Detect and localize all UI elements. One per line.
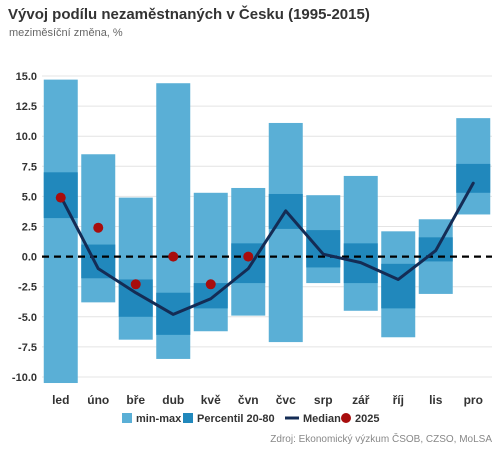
y-tick-label: 0.0 — [22, 252, 37, 264]
legend-percentile-label: Percentil 20-80 — [197, 413, 275, 425]
median-line-layer — [59, 181, 475, 316]
x-tick-label: čvc — [276, 393, 296, 407]
x-tick-label: zář — [352, 393, 370, 407]
marker-2025-úno — [93, 222, 104, 233]
marker-2025-kvě — [205, 279, 216, 290]
source-note: Zdroj: Ekonomický výzkum ČSOB, CZSO, MoL… — [270, 434, 492, 445]
x-tick-label: led — [52, 393, 69, 407]
x-tick-label: čvn — [238, 393, 259, 407]
y-tick-label: 5.0 — [22, 191, 37, 203]
minmax-bar-bře — [118, 197, 153, 340]
x-tick-label: pro — [464, 393, 483, 407]
percentile-bar-pro — [456, 163, 491, 193]
x-tick-label: dub — [162, 393, 184, 407]
minmax-bar-čvc — [268, 122, 303, 343]
y-axis: 15.0 12.5 10.0 7.5 5.0 2.5 0.0 -2.5 -5.0 -7.5 -10.… — [12, 71, 37, 384]
x-tick-label: kvě — [201, 393, 221, 407]
legend-2025-swatch — [341, 413, 351, 423]
y-tick-label: 10.0 — [16, 131, 37, 143]
chart-subtitle: meziměsíční změna, % — [9, 27, 123, 39]
x-tick-label: úno — [87, 393, 109, 407]
x-tick-label: lis — [429, 393, 443, 407]
percentile-bar-srp — [306, 230, 341, 268]
y-tick-label: -5.0 — [18, 312, 37, 324]
legend: min-max Percentil 20-80 Median 2025 — [122, 413, 379, 425]
x-tick-label: srp — [314, 393, 333, 407]
legend-minmax-swatch — [122, 413, 132, 423]
y-tick-label: -2.5 — [18, 282, 37, 294]
y-tick-label: 15.0 — [16, 71, 37, 83]
markers-2025 — [55, 192, 254, 290]
percentile-bar-úno — [81, 244, 116, 279]
minmax-bar-led — [43, 79, 78, 384]
marker-2025-čvn — [243, 251, 254, 262]
grid-layer — [42, 75, 492, 378]
y-tick-label: 12.5 — [16, 101, 37, 113]
x-tick-label: říj — [393, 393, 404, 407]
x-tick-label: bře — [126, 393, 145, 407]
legend-percentile-swatch — [183, 413, 193, 423]
x-axis: led úno bře dub kvě čvn čvc srp zář říj lis pro — [52, 393, 483, 407]
legend-2025-label: 2025 — [355, 413, 379, 425]
y-tick-label: -10.0 — [12, 372, 37, 384]
marker-2025-bře — [130, 279, 141, 290]
marker-2025-dub — [168, 251, 179, 262]
median-line — [59, 181, 475, 316]
legend-minmax-label: min-max — [136, 413, 182, 425]
y-tick-label: 2.5 — [22, 222, 37, 234]
minmax-bar-kvě — [193, 192, 228, 332]
y-tick-label: 7.5 — [22, 161, 37, 173]
marker-2025-led — [55, 192, 66, 203]
chart-title: Vývoj podílu nezaměstnaných v Česku (199… — [8, 6, 370, 23]
y-tick-label: -7.5 — [18, 342, 37, 354]
minmax-bars — [43, 79, 491, 384]
legend-median-label: Median — [303, 413, 341, 425]
